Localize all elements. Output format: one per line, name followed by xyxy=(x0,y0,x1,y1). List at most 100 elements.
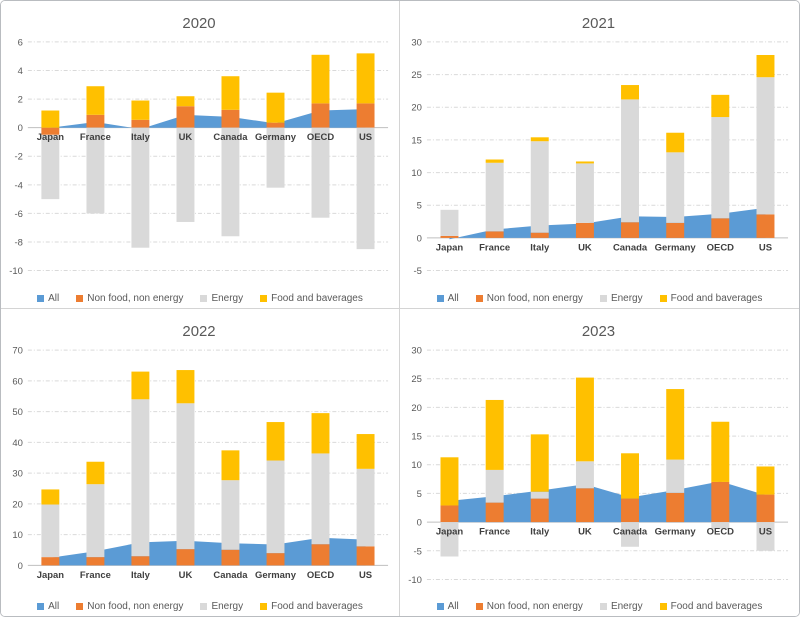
y-tick-label: 60 xyxy=(12,376,23,387)
legend-swatch-icon xyxy=(599,603,607,610)
legend-swatch-icon xyxy=(260,603,268,610)
category-label-italy: Italy xyxy=(530,526,550,537)
legend-label: Non food, non energy xyxy=(87,601,184,612)
legend-item: Energy xyxy=(599,293,643,304)
bar-food-and-baverages-us xyxy=(756,465,775,495)
bar-non-food-non-energy-germany xyxy=(266,552,285,565)
bar-food-and-baverages-france xyxy=(86,86,105,115)
legend-item: Food and baverages xyxy=(659,601,762,612)
bar-energy-italy xyxy=(131,127,150,248)
bar-food-and-baverages-germany xyxy=(666,132,685,153)
bar-non-food-non-energy-germany xyxy=(266,122,285,128)
bar-non-food-non-energy-oecd xyxy=(711,481,730,522)
legend-swatch-icon xyxy=(37,294,45,302)
bar-non-food-non-energy-japan xyxy=(440,235,459,238)
category-label-italy: Italy xyxy=(131,569,151,580)
bar-energy-oecd xyxy=(311,127,330,218)
bar-energy-japan xyxy=(440,521,459,557)
legend-label: All xyxy=(48,292,60,304)
bar-non-food-non-energy-us xyxy=(756,494,775,522)
legend-label: All xyxy=(48,601,60,612)
category-label-uk: UK xyxy=(179,569,193,580)
y-tick-label: 0 xyxy=(18,123,23,134)
bar-non-food-non-energy-oecd xyxy=(711,218,730,238)
y-tick-label: -6 xyxy=(14,209,22,220)
area-series-all xyxy=(50,109,366,130)
category-label-germany: Germany xyxy=(255,132,297,143)
legend-item: Non food, non energy xyxy=(475,601,583,612)
y-tick-label: 20 xyxy=(411,103,422,114)
y-tick-label: 10 xyxy=(12,530,23,541)
bar-non-food-non-energy-italy xyxy=(131,555,150,565)
bar-food-and-baverages-oecd xyxy=(711,94,730,118)
category-label-uk: UK xyxy=(179,132,193,143)
y-tick-label: 10 xyxy=(411,168,422,179)
legend-label: Non food, non energy xyxy=(486,292,583,304)
bar-energy-oecd xyxy=(711,521,730,529)
y-tick-label: 5 xyxy=(417,201,422,212)
bar-non-food-non-energy-france xyxy=(86,556,105,565)
bar-energy-france xyxy=(86,483,105,557)
y-tick-label: 25 xyxy=(411,374,422,385)
y-tick-label: 30 xyxy=(411,37,422,48)
category-label-us: US xyxy=(359,569,372,580)
bar-food-and-baverages-uk xyxy=(575,377,594,461)
bar-non-food-non-energy-japan xyxy=(41,556,60,565)
y-tick-label: 6 xyxy=(18,37,23,48)
area-series-all xyxy=(449,207,766,240)
legend-label: Energy xyxy=(211,292,244,304)
chart-legend: All Non food, non energy Energy Food and… xyxy=(400,601,799,612)
bar-energy-us xyxy=(356,468,375,546)
area-series-all xyxy=(50,537,366,565)
category-label-uk: UK xyxy=(578,242,592,253)
bar-non-food-non-energy-france xyxy=(485,231,504,238)
y-tick-label: -5 xyxy=(414,266,422,277)
y-tick-label: -2 xyxy=(14,152,22,163)
bar-non-food-non-energy-italy xyxy=(530,498,549,522)
bar-energy-us xyxy=(756,521,775,551)
bar-food-and-baverages-italy xyxy=(131,371,150,399)
bar-energy-italy xyxy=(530,141,549,233)
y-tick-label: 0 xyxy=(417,233,422,244)
legend-item: All xyxy=(37,601,59,612)
chart-plot: 2021 -5 0 5 10 15 20 25 30 Japan France Italy UK Cana… xyxy=(411,15,789,277)
legend-item: Food and baverages xyxy=(260,601,363,612)
bar-energy-us xyxy=(356,127,375,250)
bar-food-and-baverages-uk xyxy=(176,96,195,107)
bar-non-food-non-energy-italy xyxy=(131,119,150,128)
y-tick-label: 70 xyxy=(12,345,23,356)
y-tick-label: -4 xyxy=(14,180,22,191)
bar-non-food-non-energy-canada xyxy=(621,222,640,238)
y-tick-label: 30 xyxy=(411,345,422,356)
legend-item: All xyxy=(37,293,59,304)
chart-panel-2021: 2021 -5 0 5 10 15 20 25 30 Japan France Italy UK Cana… xyxy=(400,1,799,309)
legend-label: All xyxy=(447,601,459,612)
y-tick-label: 50 xyxy=(12,407,23,418)
bar-energy-france xyxy=(485,469,504,503)
bar-non-food-non-energy-germany xyxy=(666,222,685,238)
category-label-oecd: OECD xyxy=(307,569,334,580)
bar-non-food-non-energy-japan xyxy=(41,127,60,135)
bar-energy-us xyxy=(756,77,775,215)
category-label-italy: Italy xyxy=(131,132,151,143)
bar-non-food-non-energy-italy xyxy=(530,232,549,238)
bar-food-and-baverages-france xyxy=(485,399,504,470)
category-label-france: France xyxy=(479,242,510,253)
bar-non-food-non-energy-uk xyxy=(575,487,594,522)
bar-food-and-baverages-oecd xyxy=(311,412,330,453)
bar-energy-italy xyxy=(131,398,150,556)
bar-energy-canada xyxy=(621,521,640,547)
bar-non-food-non-energy-uk xyxy=(176,548,195,565)
category-label-oecd: OECD xyxy=(707,242,735,253)
legend-item: Non food, non energy xyxy=(76,601,183,612)
bar-food-and-baverages-france xyxy=(86,461,105,484)
category-label-france: France xyxy=(80,569,111,580)
legend-swatch-icon xyxy=(475,603,483,610)
legend-swatch-icon xyxy=(659,603,667,610)
chart-title: 2023 xyxy=(582,323,615,340)
bar-non-food-non-energy-france xyxy=(485,502,504,522)
y-tick-label: 40 xyxy=(12,437,23,448)
category-label-us: US xyxy=(759,242,772,253)
legend-item: Non food, non energy xyxy=(76,293,183,304)
